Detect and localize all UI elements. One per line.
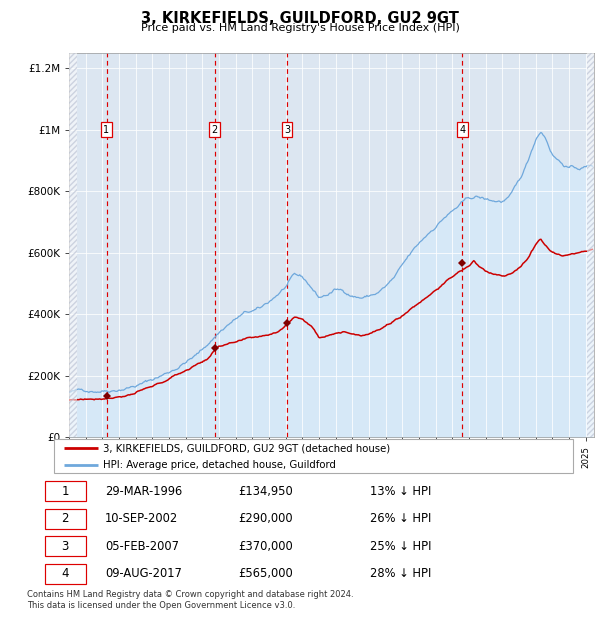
FancyBboxPatch shape	[45, 481, 86, 501]
Text: 3, KIRKEFIELDS, GUILDFORD, GU2 9GT (detached house): 3, KIRKEFIELDS, GUILDFORD, GU2 9GT (deta…	[103, 443, 391, 453]
Text: 25% ↓ HPI: 25% ↓ HPI	[370, 540, 431, 553]
Text: 26% ↓ HPI: 26% ↓ HPI	[370, 512, 431, 525]
Text: Contains HM Land Registry data © Crown copyright and database right 2024.
This d: Contains HM Land Registry data © Crown c…	[27, 590, 353, 609]
FancyBboxPatch shape	[54, 439, 573, 473]
Text: 2: 2	[212, 125, 218, 135]
Text: 3: 3	[284, 125, 290, 135]
FancyBboxPatch shape	[45, 564, 86, 584]
Text: 29-MAR-1996: 29-MAR-1996	[105, 485, 182, 498]
Text: 2: 2	[61, 512, 69, 525]
Text: 28% ↓ HPI: 28% ↓ HPI	[370, 567, 431, 580]
Text: HPI: Average price, detached house, Guildford: HPI: Average price, detached house, Guil…	[103, 459, 336, 469]
Text: 3: 3	[62, 540, 69, 553]
Text: 4: 4	[459, 125, 466, 135]
Text: 13% ↓ HPI: 13% ↓ HPI	[370, 485, 431, 498]
Text: £565,000: £565,000	[239, 567, 293, 580]
Text: 3, KIRKEFIELDS, GUILDFORD, GU2 9GT: 3, KIRKEFIELDS, GUILDFORD, GU2 9GT	[141, 11, 459, 25]
FancyBboxPatch shape	[45, 509, 86, 529]
Text: 10-SEP-2002: 10-SEP-2002	[105, 512, 178, 525]
Text: £134,950: £134,950	[239, 485, 293, 498]
Text: Price paid vs. HM Land Registry's House Price Index (HPI): Price paid vs. HM Land Registry's House …	[140, 23, 460, 33]
Text: 1: 1	[61, 485, 69, 498]
FancyBboxPatch shape	[45, 536, 86, 556]
Text: £290,000: £290,000	[239, 512, 293, 525]
Text: 4: 4	[61, 567, 69, 580]
Text: 09-AUG-2017: 09-AUG-2017	[105, 567, 182, 580]
Text: 1: 1	[103, 125, 110, 135]
Text: £370,000: £370,000	[239, 540, 293, 553]
Text: 05-FEB-2007: 05-FEB-2007	[105, 540, 179, 553]
